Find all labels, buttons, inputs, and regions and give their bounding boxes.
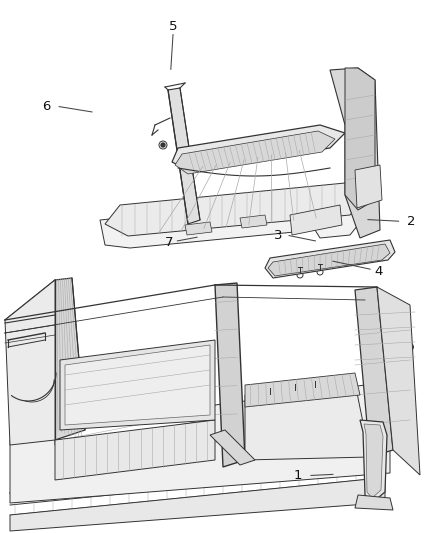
Polygon shape: [245, 373, 360, 407]
Polygon shape: [175, 131, 335, 174]
Polygon shape: [5, 280, 55, 445]
Text: 1: 1: [293, 469, 302, 482]
Polygon shape: [55, 278, 85, 440]
Polygon shape: [290, 205, 342, 235]
Polygon shape: [55, 420, 215, 480]
Polygon shape: [268, 244, 390, 276]
Polygon shape: [10, 478, 385, 531]
Polygon shape: [265, 240, 395, 278]
Polygon shape: [364, 424, 383, 498]
Polygon shape: [240, 215, 267, 228]
Polygon shape: [360, 420, 387, 502]
Polygon shape: [100, 195, 370, 248]
Text: 6: 6: [42, 100, 50, 113]
Polygon shape: [65, 345, 210, 425]
Text: 7: 7: [164, 236, 173, 249]
Polygon shape: [10, 383, 390, 503]
Polygon shape: [172, 125, 345, 170]
Polygon shape: [345, 68, 375, 210]
Text: 5: 5: [169, 20, 177, 33]
Text: 2: 2: [407, 215, 416, 228]
Polygon shape: [60, 340, 215, 430]
Polygon shape: [377, 287, 420, 475]
Polygon shape: [245, 383, 370, 460]
Text: 3: 3: [274, 229, 283, 242]
Text: 4: 4: [374, 265, 383, 278]
Polygon shape: [210, 430, 255, 465]
Polygon shape: [355, 287, 393, 457]
Polygon shape: [355, 165, 382, 208]
Polygon shape: [105, 183, 368, 236]
Polygon shape: [355, 495, 393, 510]
Polygon shape: [168, 88, 200, 224]
Polygon shape: [215, 283, 245, 467]
Polygon shape: [330, 68, 380, 238]
Polygon shape: [185, 222, 212, 235]
Circle shape: [161, 143, 165, 147]
